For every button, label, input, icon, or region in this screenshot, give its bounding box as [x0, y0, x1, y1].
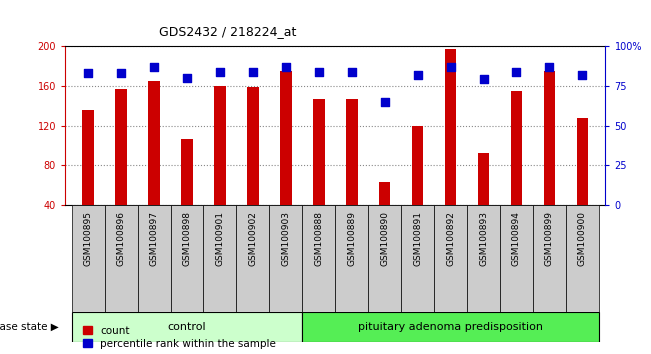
Point [577, 72, 588, 78]
Bar [181, 139, 193, 245]
Point [511, 69, 521, 74]
Text: pituitary adenoma predisposition: pituitary adenoma predisposition [358, 321, 543, 332]
FancyBboxPatch shape [171, 205, 204, 312]
Text: GSM100896: GSM100896 [117, 211, 126, 266]
FancyBboxPatch shape [302, 312, 599, 342]
Bar [313, 99, 325, 245]
Text: GSM100893: GSM100893 [479, 211, 488, 266]
Point [281, 64, 291, 69]
Text: GSM100900: GSM100900 [578, 211, 587, 266]
FancyBboxPatch shape [105, 205, 137, 312]
FancyBboxPatch shape [236, 205, 270, 312]
Bar [115, 89, 127, 245]
Bar [577, 118, 588, 245]
FancyBboxPatch shape [204, 205, 236, 312]
Point [346, 69, 357, 74]
FancyBboxPatch shape [467, 205, 500, 312]
Text: GDS2432 / 218224_at: GDS2432 / 218224_at [159, 25, 297, 38]
Point [413, 72, 423, 78]
Text: control: control [168, 321, 206, 332]
Bar [247, 87, 258, 245]
FancyBboxPatch shape [533, 205, 566, 312]
Text: GSM100892: GSM100892 [446, 211, 455, 266]
Bar [544, 71, 555, 245]
Bar [148, 81, 160, 245]
FancyBboxPatch shape [72, 205, 105, 312]
FancyBboxPatch shape [72, 312, 302, 342]
Bar [412, 126, 423, 245]
Bar [346, 99, 357, 245]
Bar [478, 153, 490, 245]
Text: GSM100890: GSM100890 [380, 211, 389, 266]
Text: GSM100901: GSM100901 [215, 211, 225, 266]
Point [215, 69, 225, 74]
Bar [379, 182, 391, 245]
Bar [214, 86, 226, 245]
Text: GSM100902: GSM100902 [249, 211, 257, 266]
Text: GSM100889: GSM100889 [347, 211, 356, 266]
Text: GSM100888: GSM100888 [314, 211, 324, 266]
Bar [510, 91, 522, 245]
Bar [445, 49, 456, 245]
Bar [83, 110, 94, 245]
Text: GSM100903: GSM100903 [281, 211, 290, 266]
Text: GSM100897: GSM100897 [150, 211, 159, 266]
FancyBboxPatch shape [302, 205, 335, 312]
Point [182, 75, 192, 81]
FancyBboxPatch shape [270, 205, 302, 312]
FancyBboxPatch shape [401, 205, 434, 312]
Text: GSM100894: GSM100894 [512, 211, 521, 266]
Legend: count, percentile rank within the sample: count, percentile rank within the sample [83, 326, 276, 349]
Point [445, 64, 456, 69]
Point [478, 76, 489, 82]
Point [116, 70, 126, 76]
FancyBboxPatch shape [434, 205, 467, 312]
Point [380, 99, 390, 105]
Bar [280, 71, 292, 245]
FancyBboxPatch shape [368, 205, 401, 312]
Text: GSM100898: GSM100898 [182, 211, 191, 266]
FancyBboxPatch shape [500, 205, 533, 312]
Text: GSM100899: GSM100899 [545, 211, 554, 266]
Point [83, 70, 93, 76]
Point [314, 69, 324, 74]
FancyBboxPatch shape [566, 205, 599, 312]
Text: GSM100895: GSM100895 [84, 211, 92, 266]
Text: GSM100891: GSM100891 [413, 211, 422, 266]
FancyBboxPatch shape [137, 205, 171, 312]
Point [544, 64, 555, 69]
Point [247, 69, 258, 74]
Point [149, 64, 159, 69]
FancyBboxPatch shape [335, 205, 368, 312]
Text: disease state ▶: disease state ▶ [0, 321, 59, 332]
